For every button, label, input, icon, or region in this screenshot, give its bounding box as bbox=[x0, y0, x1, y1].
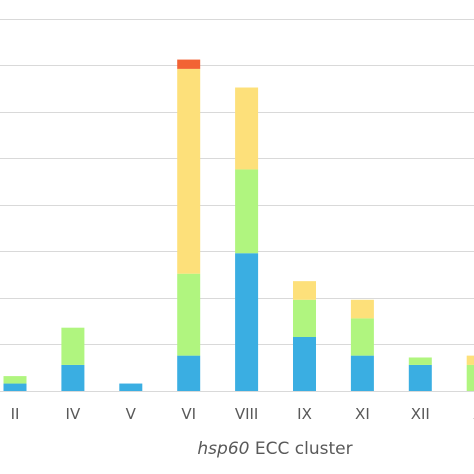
x-tick-label: V bbox=[126, 405, 137, 423]
bar-segment-IX-1 bbox=[293, 299, 316, 338]
x-tick-label: IV bbox=[66, 405, 81, 423]
bars bbox=[3, 59, 474, 391]
bar-segment-VIII-1 bbox=[235, 169, 259, 254]
x-tick-label: II bbox=[11, 405, 20, 423]
bar-segment-VI-3 bbox=[177, 59, 201, 69]
bar-segment-XI-1 bbox=[350, 318, 374, 356]
bar-segment-VI-1 bbox=[177, 273, 201, 356]
x-tick-label: XI bbox=[355, 405, 370, 423]
x-tick-labels: IIIVVVIVIIIIXXIXIIX bbox=[11, 405, 474, 423]
bar-segment-VIII-2 bbox=[235, 87, 259, 170]
x-tick-label: VI bbox=[181, 405, 196, 423]
bar-segment-VI-0 bbox=[177, 355, 201, 391]
x-axis-title-italic: hsp60 bbox=[197, 439, 249, 459]
bar-segment-X-2 bbox=[466, 355, 474, 365]
bar-segment-XII-1 bbox=[408, 357, 432, 365]
bar-segment-XII-0 bbox=[408, 364, 432, 391]
x-tick-label: XII bbox=[411, 405, 430, 423]
bar-segment-IV-0 bbox=[61, 364, 85, 391]
bar-segment-IX-2 bbox=[293, 281, 316, 300]
bar-segment-VIII-0 bbox=[235, 253, 259, 391]
bar-segment-XI-0 bbox=[350, 355, 374, 391]
bar-segment-IX-0 bbox=[293, 337, 316, 391]
bar-segment-V-0 bbox=[119, 383, 143, 391]
bar-segment-X-1 bbox=[466, 364, 474, 391]
bar-segment-II-1 bbox=[3, 376, 27, 384]
x-axis-title-rest: ECC cluster bbox=[249, 439, 352, 459]
x-tick-label: VIII bbox=[235, 405, 259, 423]
x-axis-title: hsp60 ECC cluster bbox=[197, 439, 352, 459]
bar-segment-XI-2 bbox=[350, 299, 374, 319]
bar-segment-VI-2 bbox=[177, 68, 201, 274]
x-tick-label: IX bbox=[297, 405, 312, 423]
bar-segment-II-0 bbox=[3, 383, 27, 391]
bar-segment-IV-1 bbox=[61, 327, 85, 365]
